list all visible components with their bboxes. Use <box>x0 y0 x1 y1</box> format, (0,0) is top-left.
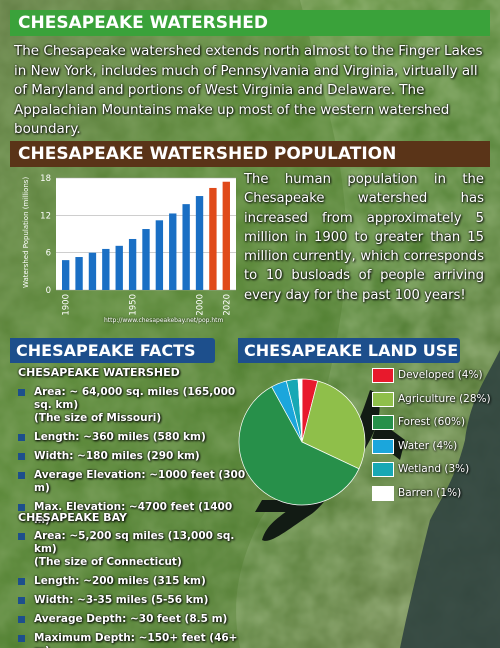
list-item: Width: ~180 miles (290 km) <box>18 450 248 463</box>
legend-item: Wetland (3%) <box>372 462 492 480</box>
y-tick-label: 6 <box>46 249 51 259</box>
list-item: Max. Elevation: ~4700 feet (1400 m) <box>18 501 248 527</box>
watershed-facts-heading: CHESAPEAKE WATERSHED <box>18 366 180 379</box>
fact-text: Width: ~3-35 miles (5-56 km) <box>34 594 209 606</box>
list-item: Area: ~5,200 sq miles (13,000 sq. km) (Th… <box>18 530 248 569</box>
list-item: Area: ~ 64,000 sq. miles (165,000 sq. km… <box>18 386 248 425</box>
legend-swatch <box>372 438 394 454</box>
facts-heading: CHESAPEAKE FACTS <box>10 338 215 363</box>
fact-text: Area: ~5,200 sq miles (13,000 sq. km) <box>34 530 235 555</box>
legend-label: Developed (4%) <box>398 369 483 381</box>
legend-label: Agriculture (28%) <box>398 392 491 405</box>
list-item: Maximum Depth: ~150+ feet (46+ m) <box>18 632 248 648</box>
legend-item: Water (4%) <box>372 438 492 457</box>
list-item: Average Depth: ~30 feet (8.5 m) <box>18 613 248 626</box>
bay-facts-list: Area: ~5,200 sq miles (13,000 sq. km) (Th… <box>18 530 248 648</box>
legend-swatch <box>372 415 394 430</box>
legend-item: Barren (1%) <box>372 485 492 504</box>
legend-swatch <box>372 391 394 407</box>
legend-item: Agriculture (28%) <box>372 391 492 410</box>
fact-text: Width: ~180 miles (290 km) <box>34 450 200 462</box>
land-use-pie-chart <box>236 364 500 510</box>
bar <box>75 257 83 290</box>
fact-text: Length: ~360 miles (580 km) <box>34 431 206 443</box>
x-tick-label: 1900 <box>62 294 72 316</box>
y-tick-label: 18 <box>40 174 51 184</box>
bar <box>222 181 230 290</box>
watershed-heading: CHESAPEAKE WATERSHED <box>10 10 490 36</box>
x-tick-label: 2020 <box>222 294 232 316</box>
population-bar-chart: 0 6 12 18 Watershed Population (millions) 190… <box>12 170 242 328</box>
list-item: Length: ~200 miles (315 km) <box>18 575 248 588</box>
fact-text: Length: ~200 miles (315 km) <box>34 575 206 587</box>
fact-text: Area: ~ 64,000 sq. miles (165,000 sq. km… <box>34 386 236 411</box>
legend-swatch <box>372 485 394 501</box>
bar <box>169 213 177 290</box>
bar <box>182 204 190 290</box>
bar <box>115 245 123 290</box>
fact-text: Max. Elevation: ~4700 feet (1400 m) <box>34 501 233 526</box>
fact-sub: (The size of Missouri) <box>34 412 162 424</box>
watershed-description: The Chesapeake watershed extends north a… <box>14 43 483 137</box>
bar <box>128 238 137 290</box>
fact-text: Maximum Depth: ~150+ feet (46+ m) <box>34 632 238 648</box>
fact-text: Average Elevation: ~1000 feet (300 m) <box>34 469 246 494</box>
bar <box>155 220 164 290</box>
bar <box>102 248 110 290</box>
legend-label: Water (4%) <box>398 439 458 452</box>
bay-shape <box>262 390 380 541</box>
chart-source-url: http://www.chesapeakebay.net/pop.htm <box>104 317 224 324</box>
x-tick-label: 2000 <box>196 294 206 316</box>
population-description: The human population in the Chesapeake w… <box>244 172 484 303</box>
bar <box>209 187 217 290</box>
y-tick-label: 0 <box>46 286 51 296</box>
list-item: Average Elevation: ~1000 feet (300 m) <box>18 469 248 495</box>
x-tick-label: 1950 <box>129 294 139 316</box>
population-heading: CHESAPEAKE WATERSHED POPULATION <box>10 141 490 167</box>
pie-slice <box>238 386 360 506</box>
y-axis-label: Watershed Population (millions) <box>22 177 30 288</box>
bar <box>195 196 204 290</box>
list-item: Length: ~360 miles (580 km) <box>18 431 248 444</box>
legend-item: Forest (60%) <box>372 415 492 433</box>
legend-item: Developed (4%) <box>372 368 492 386</box>
bar <box>142 229 150 290</box>
legend-swatch <box>372 368 394 383</box>
pie-slice <box>301 380 366 470</box>
pie-slice <box>297 378 303 443</box>
legend-label: Wetland (3%) <box>398 463 470 475</box>
bar <box>88 252 97 290</box>
legend-swatch <box>372 462 394 477</box>
legend-label: Forest (60%) <box>398 416 466 428</box>
landuse-heading: CHESAPEAKE LAND USE <box>238 338 460 363</box>
bar <box>62 260 70 290</box>
fact-sub: (The size of Connecticut) <box>34 556 182 568</box>
bay-facts-heading: CHESAPEAKE BAY <box>18 511 127 524</box>
legend-label: Barren (1%) <box>398 486 462 499</box>
list-item: Width: ~3-35 miles (5-56 km) <box>18 594 248 607</box>
watershed-facts-list: Area: ~ 64,000 sq. miles (165,000 sq. km… <box>18 386 248 533</box>
y-tick-label: 12 <box>40 211 51 221</box>
fact-text: Average Depth: ~30 feet (8.5 m) <box>34 613 228 625</box>
